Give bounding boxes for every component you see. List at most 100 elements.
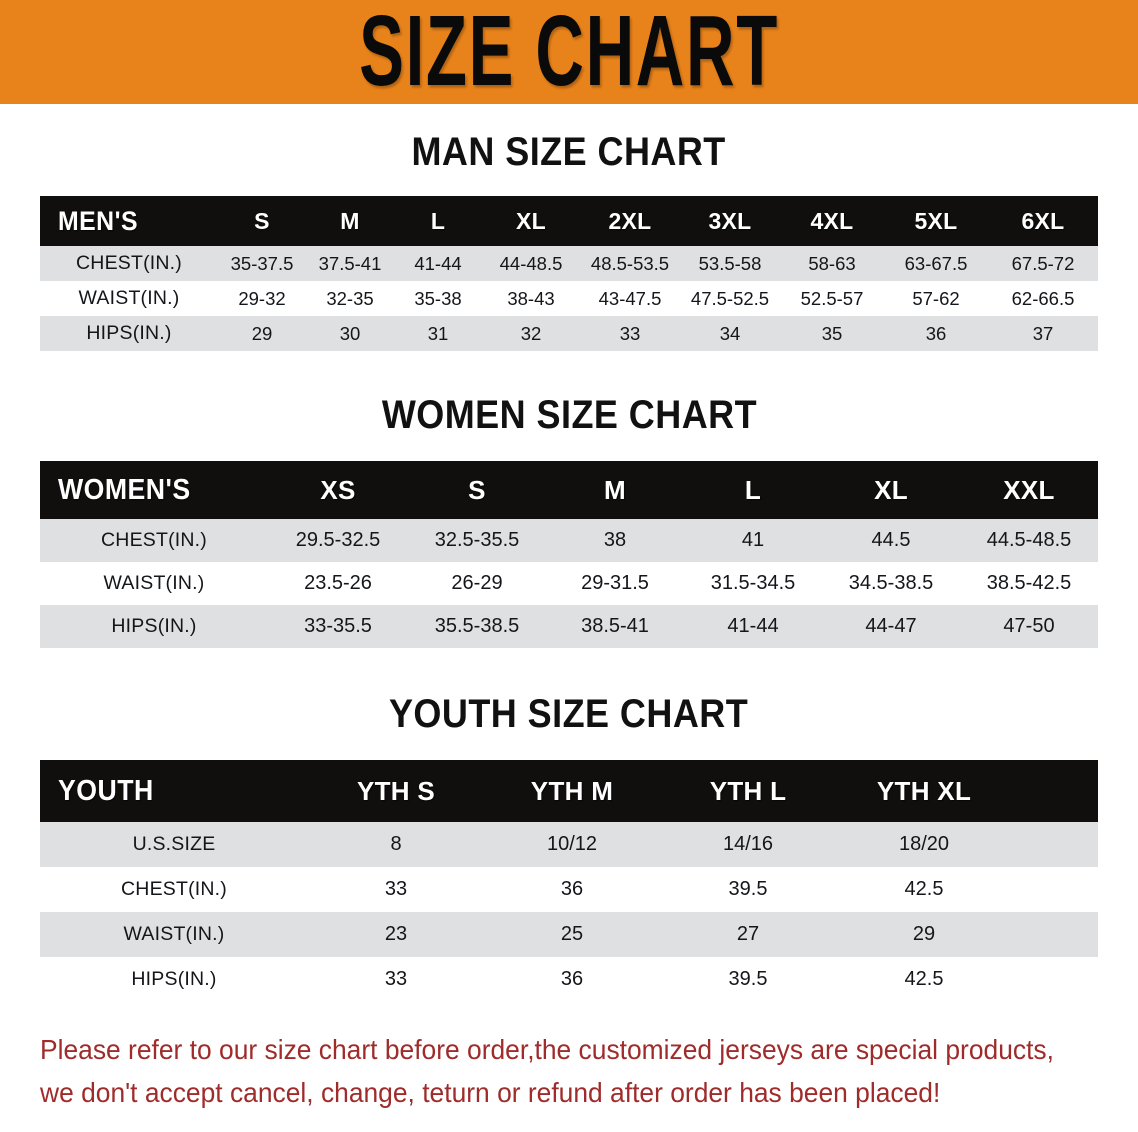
women-cell-r1-c1: 29.5-32.5 [295,529,381,551]
man-corner-label: MEN'S [40,196,218,246]
man-cell-r1-c7: 58-63 [808,252,856,274]
youth-cell-r2-c3: 39.5 [728,878,768,900]
table-row: WAIST(IN.) 29-32 32-35 35-38 38-43 43-47.5 47.… [40,281,1098,316]
man-column-header-3: L [430,207,446,234]
man-table-body: CHEST(IN.) 35-37.5 37.5-41 41-44 44-48.5 48.5… [40,246,1098,351]
women-cell-r1-c5: 44.5 [871,529,911,551]
section-title-women-text: WOMEN SIZE CHART [381,393,757,437]
table-row: CHEST(IN.) 33 36 39.5 42.5 [40,867,1098,912]
youth-column-header-3: YTH L [709,775,787,806]
man-size-chart-table: MEN'S S M L XL 2XL 3XL 4XL 5XL 6XL CHEST(IN.) 35-3… [40,196,1098,351]
women-cell-r2-c4: 31.5-34.5 [710,572,796,594]
man-column-header-8: 5XL [914,207,958,234]
section-title-man-text: MAN SIZE CHART [411,130,727,174]
section-title-man: MAN SIZE CHART [0,132,1138,172]
man-cell-r1-c8: 63-67.5 [904,252,968,274]
man-column-header-1: S [254,207,270,234]
table-row: U.S.SIZE 8 10/12 14/16 18/20 [40,822,1098,867]
order-policy-note-line-1: Please refer to our size chart before or… [40,1034,1054,1065]
women-cell-r2-c6: 38.5-42.5 [986,572,1072,594]
man-column-header-6: 3XL [708,207,752,234]
page-banner: SIZE CHART [0,0,1138,104]
man-cell-r3-c5: 33 [619,322,641,344]
man-cell-r3-c9: 37 [1032,322,1054,344]
man-cell-r3-c6: 34 [719,322,741,344]
youth-row-label-2: CHEST(IN.) [121,878,227,900]
women-size-chart-table: WOMEN'S XS S M L XL XXL CHEST(IN.) 29.5-32.5 32.… [40,461,1098,648]
youth-column-header-2: YTH M [530,775,614,806]
women-cell-r3-c5: 44-47 [865,615,917,637]
youth-cell-r1-c3: 14/16 [722,833,774,855]
section-title-youth-text: YOUTH SIZE CHART [389,692,749,736]
order-policy-note: Please refer to our size chart before or… [40,1028,1098,1115]
table-header-row: YOUTH YTH S YTH M YTH L YTH XL [40,760,1098,822]
women-table-header: WOMEN'S XS S M L XL XXL [40,461,1098,519]
women-row-label-2: WAIST(IN.) [103,572,205,594]
man-row-label-2: WAIST(IN.) [78,287,180,309]
youth-corner-label-text: YOUTH [58,774,154,807]
man-cell-r2-c5: 43-47.5 [598,287,662,309]
youth-cell-r3-c3: 27 [736,923,760,945]
women-cell-r2-c5: 34.5-38.5 [848,572,934,594]
man-cell-r3-c8: 36 [925,322,947,344]
man-row-label-3: HIPS(IN.) [86,322,172,344]
youth-cell-r2-c2: 36 [560,878,584,900]
table-row: WAIST(IN.) 23 25 27 29 [40,912,1098,957]
man-cell-r1-c3: 41-44 [414,252,462,274]
man-row-label-1: CHEST(IN.) [76,252,182,274]
women-corner-label-text: WOMEN'S [58,473,191,506]
youth-table-header: YOUTH YTH S YTH M YTH L YTH XL [40,760,1098,822]
youth-cell-spacer-r1 [1012,822,1098,867]
women-cell-r3-c4: 41-44 [727,615,779,637]
youth-cell-spacer-r4 [1012,957,1098,1002]
youth-row-label-1: U.S.SIZE [132,833,216,855]
man-cell-r1-c1: 35-37.5 [230,252,294,274]
section-title-women: WOMEN SIZE CHART [0,395,1138,435]
man-cell-r3-c3: 31 [427,322,449,344]
youth-cell-r3-c4: 29 [912,923,936,945]
youth-column-header-4: YTH XL [876,775,972,806]
women-cell-r1-c4: 41 [741,529,765,551]
youth-cell-r4-c1: 33 [384,968,408,990]
youth-cell-r1-c2: 10/12 [546,833,598,855]
women-corner-label: WOMEN'S [40,461,268,519]
youth-cell-r2-c1: 33 [384,878,408,900]
women-cell-r3-c1: 33-35.5 [304,615,372,637]
youth-cell-r1-c4: 18/20 [898,833,950,855]
man-column-header-5: 2XL [608,207,652,234]
women-cell-r3-c6: 47-50 [1003,615,1055,637]
youth-cell-r3-c1: 23 [384,923,408,945]
man-table-header: MEN'S S M L XL 2XL 3XL 4XL 5XL 6XL [40,196,1098,246]
order-policy-note-line-2: we don't accept cancel, change, teturn o… [40,1077,941,1109]
women-column-header-2: S [468,474,486,505]
women-cell-r3-c2: 35.5-38.5 [434,615,520,637]
table-row: HIPS(IN.) 29 30 31 32 33 34 35 36 37 [40,316,1098,351]
women-column-header-1: XS [320,474,356,505]
man-cell-r1-c5: 48.5-53.5 [590,252,670,274]
youth-column-header-1: YTH S [356,775,436,806]
youth-cell-r4-c4: 42.5 [904,968,944,990]
table-header-row: MEN'S S M L XL 2XL 3XL 4XL 5XL 6XL [40,196,1098,246]
women-column-header-6: XXL [1003,474,1055,505]
man-cell-r2-c3: 35-38 [414,287,462,309]
youth-table-body: U.S.SIZE 8 10/12 14/16 18/20 CHEST(IN.) 33 36 39… [40,822,1098,1002]
man-cell-r1-c2: 37.5-41 [318,252,382,274]
women-cell-r2-c3: 29-31.5 [581,572,649,594]
youth-cell-r3-c2: 25 [560,923,584,945]
table-header-row: WOMEN'S XS S M L XL XXL [40,461,1098,519]
women-cell-r2-c1: 23.5-26 [304,572,372,594]
man-column-header-2: M [340,207,360,234]
youth-column-header-spacer [1012,760,1098,822]
man-column-header-9: 6XL [1021,207,1065,234]
women-table-body: CHEST(IN.) 29.5-32.5 32.5-35.5 38 41 44.5 44.5… [40,519,1098,648]
man-cell-r3-c4: 32 [520,322,542,344]
youth-size-chart-table: YOUTH YTH S YTH M YTH L YTH XL U.S.SIZE 8 10/1… [40,760,1098,1002]
women-cell-r2-c2: 26-29 [451,572,503,594]
youth-cell-r4-c3: 39.5 [728,968,768,990]
women-cell-r1-c3: 38 [603,529,627,551]
man-corner-label-text: MEN'S [58,205,138,236]
youth-row-label-4: HIPS(IN.) [131,968,217,990]
youth-cell-spacer-r2 [1012,867,1098,912]
women-cell-r3-c3: 38.5-41 [581,615,649,637]
youth-cell-spacer-r3 [1012,912,1098,957]
